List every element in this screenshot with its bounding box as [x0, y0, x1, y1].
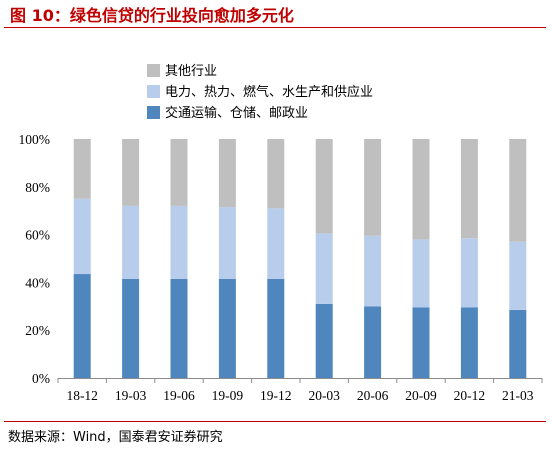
footer-rule [4, 421, 546, 422]
source-note: 数据来源：Wind，国泰君安证券研究 [8, 430, 223, 445]
bar-segment [218, 139, 236, 208]
bar-segment [218, 207, 236, 279]
x-tick-label: 19-06 [163, 388, 195, 403]
bar-segment [364, 306, 382, 378]
bar-segment [170, 205, 188, 279]
x-tick-label: 19-12 [260, 388, 292, 403]
bar-segment [122, 205, 140, 279]
bar-segment [267, 278, 285, 378]
legend-label: 其他行业 [165, 64, 217, 79]
title-rule [4, 27, 546, 28]
y-tick-label: 60% [25, 228, 50, 243]
bar-segment [170, 278, 188, 378]
y-tick-label: 80% [25, 180, 50, 195]
chart-title: 图 10：绿色信贷的行业投向愈加多元化 [10, 6, 294, 25]
legend-swatch [147, 64, 160, 77]
bar-segment [509, 241, 527, 310]
bar-segment [73, 139, 91, 199]
bar-segment [460, 238, 478, 308]
x-tick-label: 20-03 [308, 388, 340, 403]
x-tick-label: 21-03 [502, 388, 534, 403]
bar-segment [412, 239, 430, 308]
bar-segment [315, 139, 333, 234]
x-tick-label: 19-03 [115, 388, 147, 403]
bar-segment [460, 307, 478, 378]
bar-segment [170, 139, 188, 206]
bar-segment [412, 139, 430, 240]
bar-segment [315, 303, 333, 378]
bar-segment [218, 278, 236, 378]
x-tick-label: 20-09 [405, 388, 437, 403]
bar-segment [73, 274, 91, 378]
bar-segment [315, 233, 333, 304]
y-tick-label: 40% [25, 275, 50, 290]
bar-segment [267, 208, 285, 279]
bar-segment [509, 139, 527, 242]
bar-segment [509, 309, 527, 378]
bar-segment [267, 139, 285, 209]
bar-segment [364, 139, 382, 236]
bar-segment [460, 139, 478, 239]
y-tick-label: 100% [19, 132, 51, 147]
bar-segment [122, 139, 140, 206]
y-tick-label: 0% [32, 371, 50, 386]
x-tick-label: 18-12 [66, 388, 98, 403]
legend-label: 电力、热力、燃气、水生产和供应业 [165, 84, 373, 100]
legend-swatch [147, 106, 160, 119]
x-tick-label: 20-06 [357, 388, 389, 403]
bar-segment [364, 235, 382, 307]
x-tick-label: 20-12 [454, 388, 486, 403]
legend-swatch [147, 85, 160, 98]
y-tick-label: 20% [25, 323, 50, 338]
bar-segment [73, 198, 91, 275]
bar-segment [412, 307, 430, 378]
x-tick-label: 19-09 [212, 388, 244, 403]
bar-segment [122, 278, 140, 378]
legend-label: 交通运输、仓储、邮政业 [165, 105, 308, 121]
